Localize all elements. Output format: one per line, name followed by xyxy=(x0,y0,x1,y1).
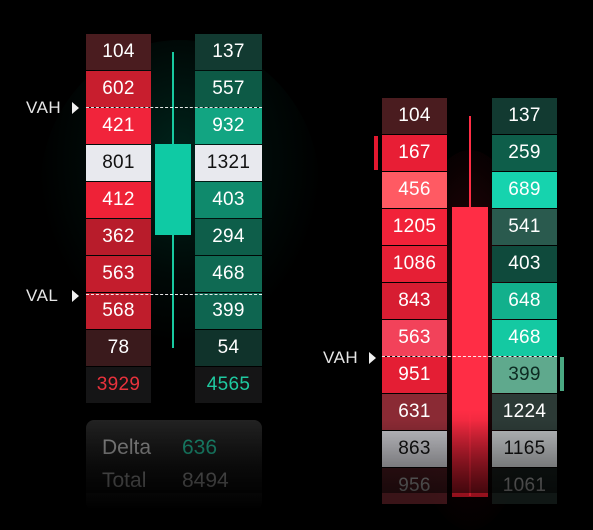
right-vah-label: VAH xyxy=(323,348,359,367)
right-buy-cell[interactable]: 259 xyxy=(492,135,557,171)
left-buy-cell[interactable]: 54 xyxy=(195,330,262,366)
left-buy-cell[interactable]: 1321 xyxy=(195,145,262,181)
left-buy-total: 4565 xyxy=(195,367,262,403)
right-sell-marker xyxy=(374,136,378,170)
right-sell-cell[interactable]: 456 xyxy=(382,172,447,208)
left-buy-cell[interactable]: 932 xyxy=(195,108,262,144)
vah-arrow-icon xyxy=(72,102,79,114)
right-buy-marker xyxy=(560,357,564,391)
delta-total-summary: Delta 636 Total 8494 xyxy=(86,420,262,510)
right-candle-body xyxy=(452,207,488,497)
right-sell-cell[interactable]: 563 xyxy=(382,320,447,356)
left-val-label: VAL xyxy=(26,286,59,305)
right-buy-cell[interactable]: 648 xyxy=(492,283,557,319)
left-sell-cell[interactable]: 412 xyxy=(86,182,151,218)
right-buy-cell[interactable]: 399 xyxy=(492,357,557,393)
right-vah-line xyxy=(382,356,557,357)
right-sell-cell[interactable]: 631 xyxy=(382,394,447,430)
left-candle-body xyxy=(155,144,191,235)
right-sell-cell[interactable]: 1205 xyxy=(382,209,447,245)
right-buy-cell[interactable]: 468 xyxy=(492,320,557,356)
right-sell-cell[interactable]: 167 xyxy=(382,135,447,171)
left-sell-cell[interactable]: 104 xyxy=(86,34,151,70)
left-sell-cell[interactable]: 421 xyxy=(86,108,151,144)
left-buy-cell[interactable]: 294 xyxy=(195,219,262,255)
right-sell-cell[interactable]: 951 xyxy=(382,357,447,393)
right-sell-cell[interactable]: 104 xyxy=(382,98,447,134)
total-label: Total xyxy=(102,469,147,492)
left-sell-cell[interactable]: 78 xyxy=(86,330,151,366)
left-sell-cell[interactable]: 563 xyxy=(86,256,151,292)
left-sell-total: 3929 xyxy=(86,367,151,403)
right-buy-cell[interactable]: 137 xyxy=(492,98,557,134)
left-buy-cell[interactable]: 468 xyxy=(195,256,262,292)
left-buy-cell[interactable]: 557 xyxy=(195,71,262,107)
right-sell-cell[interactable]: 843 xyxy=(382,283,447,319)
left-buy-cell[interactable]: 137 xyxy=(195,34,262,70)
right-buy-cell[interactable]: 1224 xyxy=(492,394,557,430)
left-buy-cell[interactable]: 399 xyxy=(195,293,262,329)
right-sell-cell[interactable]: 1086 xyxy=(382,246,447,282)
left-buy-cell[interactable]: 403 xyxy=(195,182,262,218)
delta-label: Delta xyxy=(102,436,152,459)
left-vah-label: VAH xyxy=(26,98,62,117)
right-buy-cell[interactable]: 541 xyxy=(492,209,557,245)
right-buy-cell[interactable]: 403 xyxy=(492,246,557,282)
right-buy-cell[interactable]: 1165 xyxy=(492,431,557,467)
delta-value: 636 xyxy=(182,436,218,459)
right-buy-cell[interactable]: 1061 xyxy=(492,468,557,504)
left-sell-cell[interactable]: 801 xyxy=(86,145,151,181)
left-vah-line xyxy=(86,107,262,108)
left-sell-cell[interactable]: 362 xyxy=(86,219,151,255)
total-value: 8494 xyxy=(182,469,229,492)
right-sell-cell[interactable]: 956 xyxy=(382,468,447,504)
right-buy-cell[interactable]: 689 xyxy=(492,172,557,208)
val-arrow-icon xyxy=(72,290,79,302)
right-sell-cell[interactable]: 863 xyxy=(382,431,447,467)
left-sell-cell[interactable]: 568 xyxy=(86,293,151,329)
vah-arrow-icon xyxy=(369,352,376,364)
left-sell-cell[interactable]: 602 xyxy=(86,71,151,107)
left-val-line xyxy=(86,294,262,295)
